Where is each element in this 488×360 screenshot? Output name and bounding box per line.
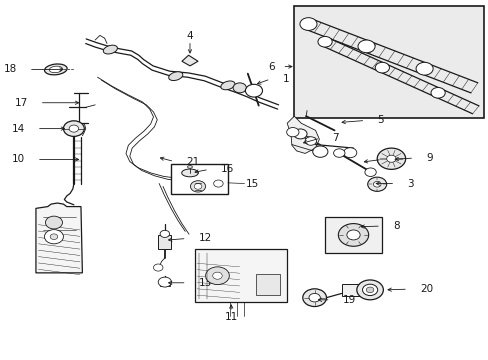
Text: 14: 14 bbox=[12, 123, 25, 134]
Circle shape bbox=[333, 149, 344, 157]
Circle shape bbox=[317, 36, 331, 47]
Circle shape bbox=[346, 230, 359, 240]
Text: 20: 20 bbox=[419, 284, 432, 294]
Text: 13: 13 bbox=[198, 278, 211, 288]
Text: 17: 17 bbox=[15, 98, 28, 108]
Circle shape bbox=[212, 272, 222, 279]
Bar bbox=[341, 284, 364, 296]
Circle shape bbox=[302, 289, 326, 306]
Ellipse shape bbox=[221, 81, 235, 90]
Circle shape bbox=[357, 40, 374, 53]
Bar bbox=[325, 217, 381, 253]
Circle shape bbox=[373, 181, 380, 187]
Circle shape bbox=[415, 62, 432, 75]
Text: 16: 16 bbox=[221, 165, 234, 174]
Circle shape bbox=[194, 184, 202, 189]
Circle shape bbox=[213, 180, 223, 187]
Circle shape bbox=[308, 293, 320, 302]
Circle shape bbox=[430, 87, 444, 98]
Circle shape bbox=[386, 155, 395, 162]
Circle shape bbox=[45, 216, 62, 229]
Polygon shape bbox=[286, 116, 319, 153]
Ellipse shape bbox=[103, 45, 117, 54]
Circle shape bbox=[63, 121, 84, 136]
Text: 1: 1 bbox=[282, 74, 288, 84]
Ellipse shape bbox=[49, 66, 62, 73]
Text: 18: 18 bbox=[4, 64, 17, 75]
Circle shape bbox=[362, 284, 377, 296]
Circle shape bbox=[338, 224, 368, 246]
Ellipse shape bbox=[182, 169, 198, 177]
Circle shape bbox=[374, 62, 388, 73]
Bar bbox=[256, 274, 280, 295]
Text: 9: 9 bbox=[425, 153, 432, 163]
Circle shape bbox=[153, 264, 163, 271]
Circle shape bbox=[366, 287, 373, 293]
Circle shape bbox=[69, 125, 79, 132]
Circle shape bbox=[364, 168, 375, 176]
Ellipse shape bbox=[44, 64, 67, 75]
Circle shape bbox=[245, 84, 262, 97]
Circle shape bbox=[305, 137, 316, 145]
Text: 5: 5 bbox=[376, 116, 383, 125]
Text: 15: 15 bbox=[245, 179, 258, 189]
Text: 12: 12 bbox=[198, 234, 211, 243]
Circle shape bbox=[356, 280, 383, 300]
Circle shape bbox=[376, 148, 405, 169]
Text: 10: 10 bbox=[12, 154, 25, 165]
Text: 19: 19 bbox=[342, 295, 355, 305]
Text: 3: 3 bbox=[406, 179, 413, 189]
Polygon shape bbox=[36, 203, 82, 273]
Bar bbox=[294, 6, 483, 118]
Circle shape bbox=[233, 83, 246, 93]
Ellipse shape bbox=[168, 72, 183, 81]
Text: 11: 11 bbox=[224, 312, 237, 322]
Bar bbox=[158, 235, 171, 249]
Circle shape bbox=[299, 18, 316, 31]
Circle shape bbox=[293, 129, 306, 139]
Bar bbox=[160, 282, 169, 286]
Circle shape bbox=[312, 146, 327, 157]
Bar bbox=[194, 249, 286, 302]
Circle shape bbox=[44, 230, 63, 244]
Polygon shape bbox=[182, 55, 198, 66]
Bar bbox=[171, 164, 227, 194]
Circle shape bbox=[190, 181, 205, 192]
Text: 7: 7 bbox=[331, 133, 338, 143]
Text: 4: 4 bbox=[186, 31, 193, 41]
Circle shape bbox=[50, 234, 58, 239]
Text: 2: 2 bbox=[393, 154, 400, 165]
Text: 6: 6 bbox=[268, 62, 275, 72]
Circle shape bbox=[160, 230, 169, 238]
Circle shape bbox=[343, 148, 356, 158]
Circle shape bbox=[205, 267, 229, 284]
Text: 8: 8 bbox=[392, 221, 399, 231]
Circle shape bbox=[367, 177, 386, 192]
Circle shape bbox=[158, 277, 171, 287]
Circle shape bbox=[286, 127, 298, 137]
Ellipse shape bbox=[187, 166, 192, 168]
Text: 21: 21 bbox=[186, 157, 199, 167]
